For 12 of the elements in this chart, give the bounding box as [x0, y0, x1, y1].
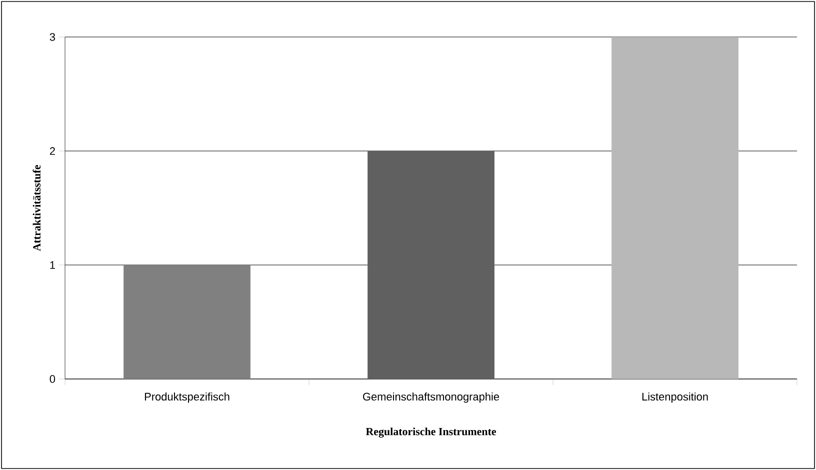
x-tick-label: Gemeinschaftsmonographie: [363, 392, 500, 403]
y-tick-label: 1: [50, 261, 55, 269]
bar: [124, 264, 250, 379]
bar: [612, 36, 738, 379]
x-tick-label: Produktspezifisch: [144, 392, 230, 403]
y-tick-label: 3: [50, 33, 56, 41]
x-tick-label: Listenposition: [642, 392, 708, 403]
y-tick-label: 2: [50, 147, 55, 155]
y-axis-title: Attraktivitätsstufe: [32, 165, 41, 252]
y-tick-label: 0: [50, 375, 56, 383]
x-axis-title: Regulatorische Instrumente: [366, 428, 496, 438]
bar: [368, 150, 494, 379]
